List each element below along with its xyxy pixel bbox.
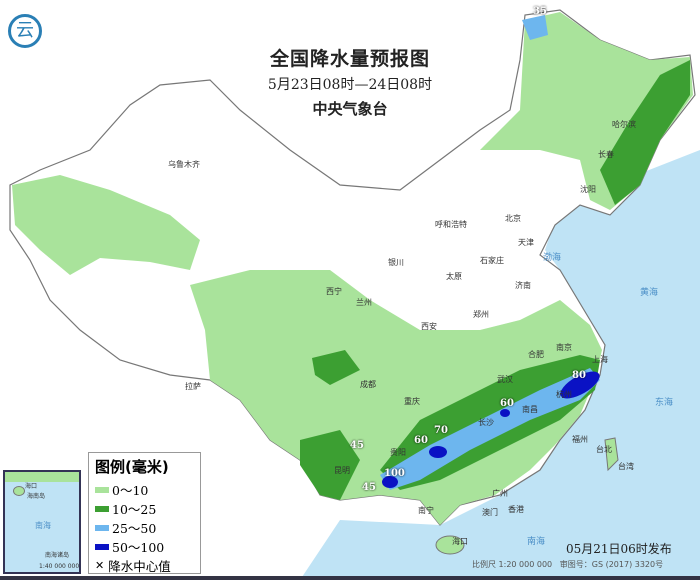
center-value: 80 — [572, 370, 586, 381]
agency-name: 中央气象台 — [312, 100, 388, 118]
map-title: 全国降水量预报图 — [269, 48, 430, 70]
city-label: 重庆 — [404, 397, 420, 406]
center-value: 45 — [350, 440, 364, 451]
city-label: 沈阳 — [580, 185, 596, 194]
city-label: 长沙 — [478, 418, 494, 427]
legend-label: 25～50 — [112, 521, 157, 536]
city-label: 武汉 — [497, 375, 513, 384]
city-label: 西安 — [421, 322, 437, 331]
sea-label: 黄海 — [640, 288, 659, 298]
city-label: 呼和浩特 — [435, 220, 467, 229]
city-label: 合肥 — [528, 350, 544, 359]
city-label: 台北 — [596, 445, 612, 454]
city-label: 济南 — [515, 281, 531, 290]
center-value: 100 — [384, 468, 405, 479]
center-value: 70 — [434, 425, 448, 436]
city-label: 成都 — [360, 380, 376, 389]
legend-item: 50～100 — [95, 537, 194, 556]
city-label: 杭州 — [556, 390, 572, 399]
sea-label: 南海 — [527, 537, 546, 547]
legend-item: 25～50 — [95, 518, 194, 537]
legend-item: ✕ 降水中心值 — [95, 556, 194, 575]
rain-50-100-zhejiang — [560, 371, 600, 399]
city-label: 福州 — [572, 435, 588, 444]
center-value: 35 — [533, 6, 547, 17]
legend-label: 10～25 — [112, 502, 157, 517]
center-value: 60 — [500, 398, 514, 409]
rain-10-25-sichuan — [312, 350, 360, 385]
rain-0-10-south — [190, 270, 602, 525]
legend-item: 10～25 — [95, 499, 194, 518]
inset-islands-label: 南海诸岛 — [45, 552, 70, 559]
legend-title: 图例(毫米) — [95, 458, 169, 476]
legend-swatch — [95, 524, 109, 531]
inset-scale: 1:40 000 000 — [39, 563, 80, 570]
forecast-period: 5月23日08时—24日08时 — [267, 77, 433, 93]
center-value: 45 — [362, 482, 376, 493]
publish-time: 05月21日06时发布 — [566, 542, 672, 556]
city-label: 哈尔滨 — [612, 120, 636, 129]
legend: 图例(毫米) 0～10 10～25 25～50 50～100 ✕ 降水中心值 — [88, 452, 201, 574]
city-label: 上海 — [592, 355, 608, 364]
legend-label: 0～10 — [112, 483, 149, 498]
legend-label: 降水中心值 — [108, 559, 171, 574]
city-label: 天津 — [518, 238, 534, 247]
legend-label: 50～100 — [112, 540, 165, 555]
city-label: 长春 — [598, 150, 614, 159]
city-label: 太原 — [446, 272, 462, 281]
city-label: 香港 — [508, 505, 524, 514]
inset-city-label: 海口 — [25, 483, 38, 490]
hainan — [435, 535, 465, 555]
map-approval-number: 审图号：GS (2017) 3320号 — [559, 560, 664, 569]
city-label: 拉萨 — [185, 382, 201, 391]
rain-10-25-yunnan — [300, 430, 360, 500]
sea-label: 东海 — [655, 398, 674, 408]
inset-land — [5, 472, 79, 482]
x-mark-icon: ✕ — [95, 559, 105, 572]
city-label: 西宁 — [326, 287, 342, 296]
legend-swatch — [95, 543, 109, 550]
south-china-sea-inset: 海口 海南岛 南海 南海诸岛 1:40 000 000 — [3, 470, 81, 574]
city-label: 南京 — [556, 343, 572, 352]
city-label: 郑州 — [473, 310, 489, 319]
inset-hainan — [13, 486, 25, 496]
scale-text: 比例尺 1:20 000 000 — [472, 560, 553, 569]
rain-25-50-band — [380, 368, 600, 490]
rain-25-50-north — [522, 15, 548, 40]
inset-island-label: 海南岛 — [27, 493, 46, 500]
city-label: 南宁 — [418, 506, 434, 515]
city-label: 澳门 — [482, 508, 498, 517]
city-label: 兰州 — [356, 298, 372, 307]
city-label: 贵阳 — [390, 448, 406, 457]
cma-logo: 云 — [8, 14, 42, 48]
city-label: 昆明 — [334, 466, 350, 475]
city-label: 台湾 — [618, 462, 634, 471]
city-label: 银川 — [388, 258, 404, 267]
city-label: 北京 — [505, 214, 521, 223]
center-value: 60 — [414, 435, 428, 446]
taiwan — [604, 437, 619, 472]
rain-0-10-west — [12, 175, 200, 275]
city-label: 广州 — [492, 489, 508, 498]
inset-sea-label: 南海 — [35, 521, 51, 530]
sea-area — [300, 150, 700, 580]
rain-50-100-guizhou — [429, 446, 447, 458]
legend-swatch — [95, 505, 109, 512]
legend-item: 0～10 — [95, 480, 194, 499]
rain-50-100-guangxi — [382, 476, 398, 488]
city-label: 海口 — [452, 537, 468, 546]
legend-swatch — [95, 486, 109, 493]
city-label: 乌鲁木齐 — [168, 160, 200, 169]
city-label: 南昌 — [522, 405, 538, 414]
sea-label: 渤海 — [543, 253, 562, 263]
city-label: 石家庄 — [480, 256, 504, 265]
rain-10-25-northeast — [600, 60, 690, 205]
footer-bar — [0, 576, 700, 580]
rain-50-100-hunan — [500, 409, 510, 417]
map-scale: 比例尺 1:20 000 000 审图号：GS (2017) 3320号 — [472, 559, 663, 570]
